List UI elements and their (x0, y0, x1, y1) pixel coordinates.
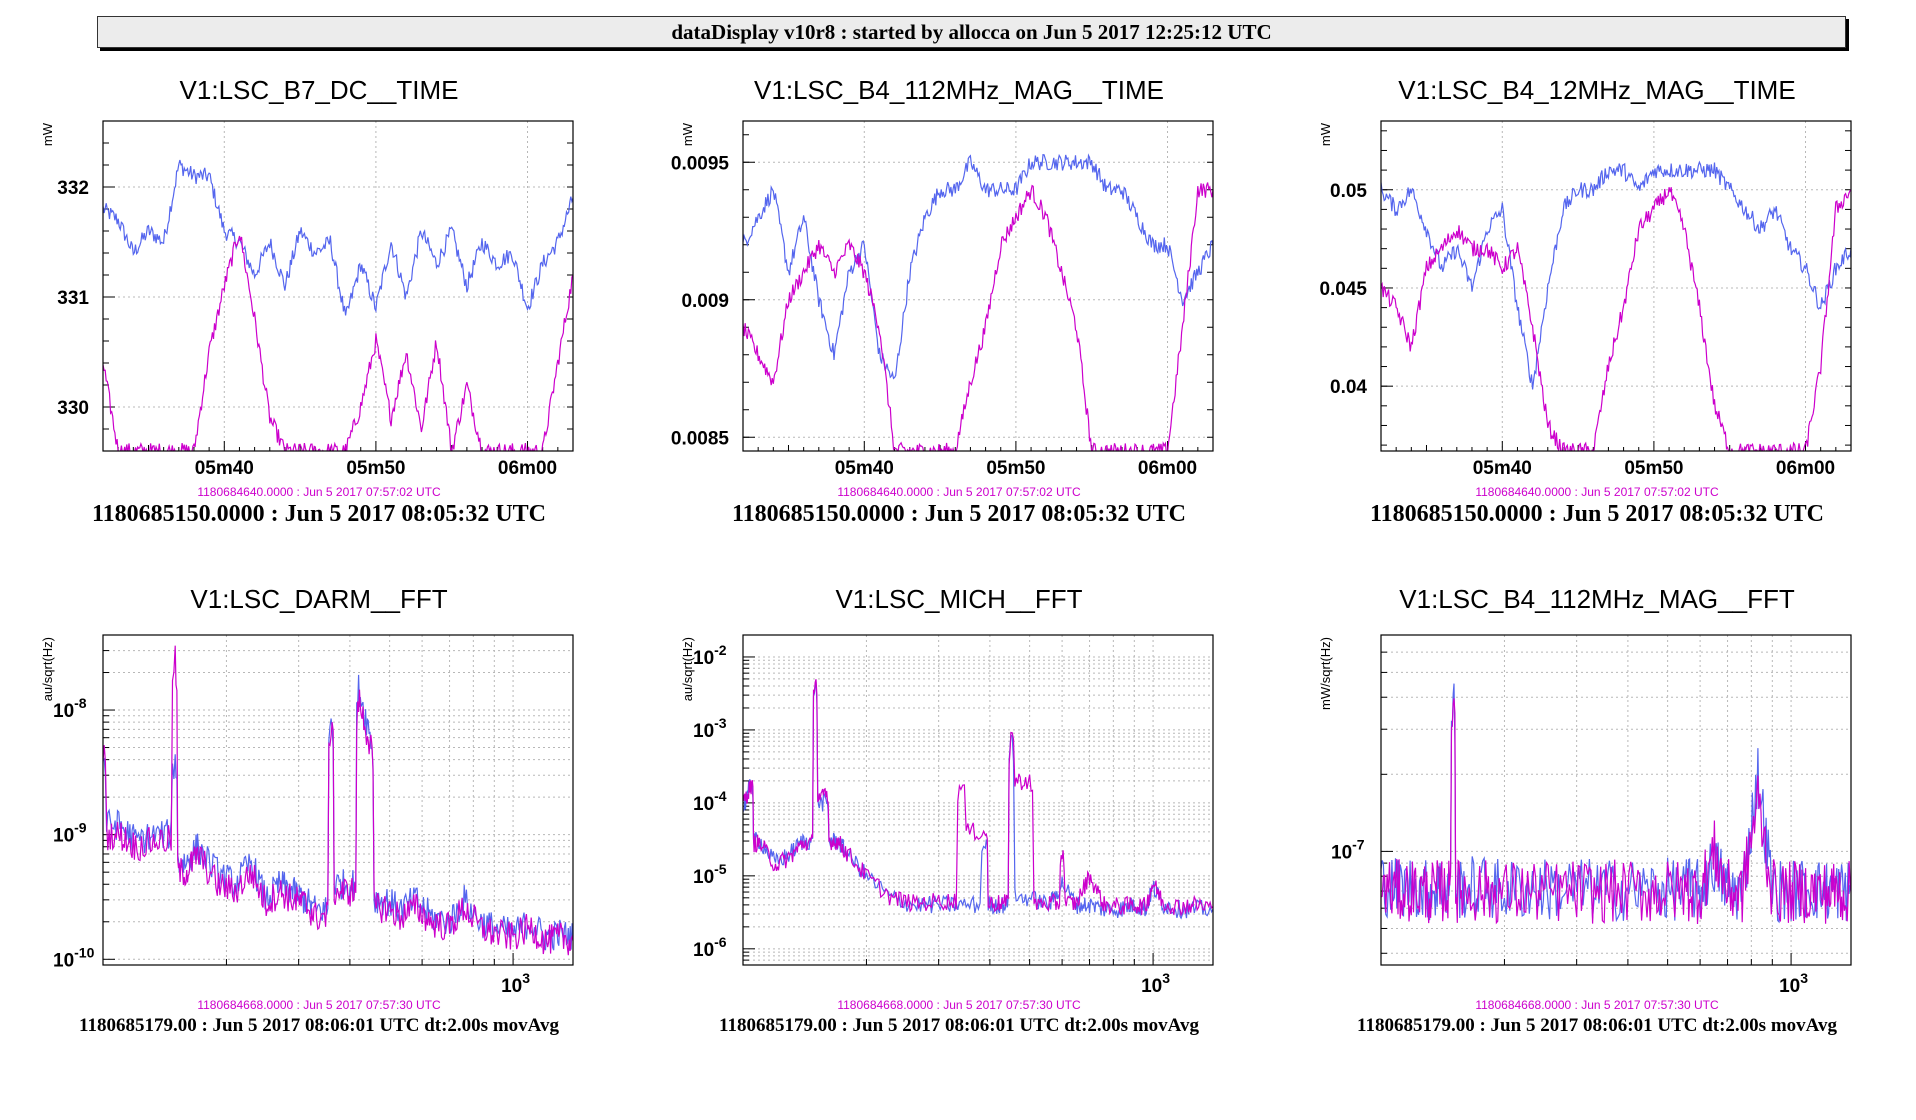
y-tick-label: 0.0095 (671, 153, 730, 174)
y-tick-label: 10-6 (693, 934, 727, 961)
y-axis-label: mW/sqrt(Hz) (1318, 637, 1333, 710)
footer-gps-start: 1180684640.0000 : Jun 5 2017 07:57:02 UT… (1475, 485, 1719, 499)
plot-frame (742, 634, 1214, 966)
x-tick-label: 103 (1779, 970, 1808, 997)
y-tick-label: 10-4 (693, 788, 727, 815)
series-line-magenta (743, 182, 1213, 451)
x-tick-label: 06m00 (1138, 458, 1197, 479)
y-tick-label: 331 (57, 288, 89, 309)
y-axis-label: mW (40, 122, 55, 146)
x-tick-label: 05m50 (1624, 458, 1683, 479)
x-tick-label: 06m00 (498, 458, 557, 479)
y-tick-label: 10-10 (53, 944, 95, 971)
series-line-blue (743, 153, 1213, 380)
x-tick-label: 05m50 (986, 458, 1045, 479)
footer-gps-current: 1180685179.00 : Jun 5 2017 08:06:01 UTC … (79, 1015, 559, 1036)
plot-title: V1:LSC_DARM__FFT (190, 584, 447, 614)
footer-gps-start: 1180684668.0000 : Jun 5 2017 07:57:30 UT… (1475, 998, 1719, 1012)
x-tick-label: 05m40 (1473, 458, 1532, 479)
series-line-magenta (103, 645, 573, 956)
y-tick-label: 10-8 (53, 695, 87, 722)
chart-svg: V1:LSC_B4_12MHz_MAG__TIME mW 05m40 05m50 06m… (1318, 75, 1852, 527)
grid (1380, 634, 1851, 965)
plot-title: V1:LSC_B4_112MHz_MAG__FFT (1399, 584, 1795, 614)
chart-svg: V1:LSC_MICH__FFT au/sqrt(Hz) 103 10-6 10-5 10… (680, 584, 1214, 1036)
footer-gps-current: 1180685179.00 : Jun 5 2017 08:06:01 UTC … (1357, 1015, 1837, 1036)
plot-pad-b4-112mhz-fft[interactable]: V1:LSC_B4_112MHz_MAG__FFT mW/sqrt(Hz) 103 1… (1278, 580, 1916, 1120)
plot-frame (1380, 634, 1852, 966)
plot-title: V1:LSC_B4_12MHz_MAG__TIME (1398, 75, 1795, 105)
y-tick-label: 10-9 (53, 820, 87, 847)
chart-svg: V1:LSC_B7_DC__TIME mW 05m40 05m50 06m00 330 33… (40, 75, 574, 527)
series-line-blue (1381, 160, 1851, 390)
y-tick-label: 10-2 (693, 642, 727, 669)
window-title: dataDisplay v10r8 : started by allocca o… (671, 19, 1272, 44)
y-tick-label: 10-7 (1331, 836, 1365, 863)
plot-frame (742, 120, 1214, 452)
window-title-bar: dataDisplay v10r8 : started by allocca o… (97, 16, 1846, 48)
plot-pad-b4-112mhz-time[interactable]: V1:LSC_B4_112MHz_MAG__TIME mW 05m40 05m50 06… (640, 62, 1278, 602)
footer-gps-start: 1180684640.0000 : Jun 5 2017 07:57:02 UT… (837, 485, 1081, 499)
y-tick-label: 0.05 (1330, 181, 1367, 202)
series-line-magenta (1381, 187, 1851, 451)
chart-svg: V1:LSC_DARM__FFT au/sqrt(Hz) 103 10-10 10-9 1… (40, 584, 574, 1036)
series-line-magenta (1381, 698, 1851, 925)
plot-title: V1:LSC_B4_112MHz_MAG__TIME (754, 75, 1164, 105)
y-axis-label: au/sqrt(Hz) (680, 637, 695, 701)
x-tick-label: 103 (1141, 970, 1170, 997)
series-line-blue (103, 674, 573, 951)
y-tick-label: 0.0085 (671, 428, 730, 449)
footer-gps-start: 1180684640.0000 : Jun 5 2017 07:57:02 UT… (197, 485, 441, 499)
x-tick-label: 05m40 (835, 458, 894, 479)
plot-pad-darm-fft[interactable]: V1:LSC_DARM__FFT au/sqrt(Hz) 103 10-10 10-9 1… (0, 580, 638, 1120)
footer-gps-start: 1180684668.0000 : Jun 5 2017 07:57:30 UT… (197, 998, 441, 1012)
grid (743, 121, 1213, 451)
footer-gps-current: 1180685150.0000 : Jun 5 2017 08:05:32 UT… (1370, 501, 1824, 527)
series-line-magenta (743, 679, 1213, 917)
grid (742, 634, 1213, 966)
x-tick-label: 05m50 (346, 458, 405, 479)
footer-gps-current: 1180685179.00 : Jun 5 2017 08:06:01 UTC … (719, 1015, 1199, 1036)
y-tick-label: 330 (57, 398, 89, 419)
chart-svg: V1:LSC_B4_112MHz_MAG__TIME mW 05m40 05m50 06… (671, 75, 1214, 527)
plot-frame (1380, 120, 1852, 452)
x-tick-label: 05m40 (195, 458, 254, 479)
plot-title: V1:LSC_B7_DC__TIME (180, 75, 459, 105)
y-tick-label: 10-5 (693, 861, 727, 888)
series-line-blue (103, 159, 573, 316)
y-axis-label: mW (1318, 122, 1333, 146)
x-tick-label: 06m00 (1776, 458, 1835, 479)
plot-pad-b7-dc-time[interactable]: V1:LSC_B7_DC__TIME mW 05m40 05m50 06m00 330 33… (0, 62, 638, 602)
y-tick-label: 10-3 (693, 715, 727, 742)
plot-title: V1:LSC_MICH__FFT (835, 584, 1082, 614)
grid (102, 634, 573, 966)
chart-svg: V1:LSC_B4_112MHz_MAG__FFT mW/sqrt(Hz) 103 1… (1318, 584, 1852, 1036)
series-line-magenta (103, 235, 573, 451)
plot-frame (102, 634, 574, 966)
y-axis-label: mW (680, 122, 695, 146)
footer-gps-current: 1180685150.0000 : Jun 5 2017 08:05:32 UT… (732, 501, 1186, 527)
y-tick-label: 0.04 (1330, 377, 1367, 398)
grid (103, 121, 573, 451)
plot-frame (102, 120, 574, 452)
y-axis-label: au/sqrt(Hz) (40, 637, 55, 701)
footer-gps-start: 1180684668.0000 : Jun 5 2017 07:57:30 UT… (837, 998, 1081, 1012)
y-tick-label: 0.045 (1319, 279, 1367, 300)
plot-pad-b4-12mhz-time[interactable]: V1:LSC_B4_12MHz_MAG__TIME mW 05m40 05m50 06m… (1278, 62, 1916, 602)
y-tick-label: 0.009 (681, 291, 729, 312)
plot-pad-mich-fft[interactable]: V1:LSC_MICH__FFT au/sqrt(Hz) 103 10-6 10-5 10… (640, 580, 1278, 1120)
x-tick-label: 103 (501, 970, 530, 997)
y-tick-label: 332 (57, 178, 89, 199)
footer-gps-current: 1180685150.0000 : Jun 5 2017 08:05:32 UT… (92, 501, 546, 527)
